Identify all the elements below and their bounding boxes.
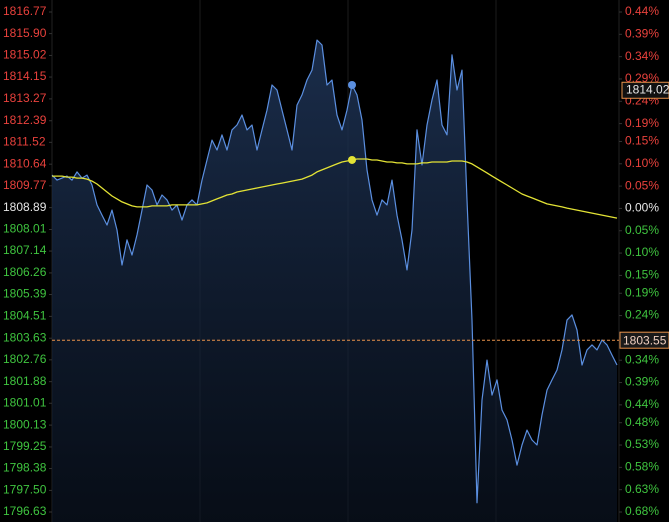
y-tick-label: 1798.38	[3, 461, 47, 475]
price-area	[52, 40, 617, 522]
y2-tick-label: 0.48%	[625, 415, 659, 429]
y-tick-label: 1799.25	[3, 439, 47, 453]
y-tick-label: 1816.77	[3, 4, 47, 18]
y2-tick-label: 0.63%	[625, 482, 659, 496]
crosshair-dot	[348, 80, 356, 89]
y2-tick-label: 0.68%	[625, 504, 659, 518]
y-tick-label: 1805.39	[3, 287, 47, 301]
y-tick-label: 1803.63	[3, 330, 47, 344]
y-tick-label: 1809.77	[3, 178, 47, 192]
y-tick-label: 1801.01	[3, 395, 47, 409]
y-tick-label: 1812.39	[3, 113, 47, 127]
y2-tick-label: 0.53%	[625, 437, 659, 451]
last-price-label: 1803.55	[623, 333, 667, 347]
y-tick-label: 1808.89	[3, 200, 47, 214]
y2-tick-label: 0.10%	[625, 245, 659, 259]
y-tick-label: 1815.90	[3, 26, 47, 40]
y-tick-label: 1810.64	[3, 156, 47, 170]
y-tick-label: 1814.15	[3, 69, 47, 83]
y-tick-label: 1801.88	[3, 374, 47, 388]
y2-tick-label: 0.15%	[625, 134, 659, 148]
y2-tick-label: 0.34%	[625, 49, 659, 63]
y-tick-label: 1800.13	[3, 417, 47, 431]
y2-tick-label: 0.29%	[625, 71, 659, 85]
y2-tick-label: 0.00%	[625, 201, 659, 215]
y-tick-label: 1815.02	[3, 48, 47, 62]
y-tick-label: 1796.63	[3, 504, 47, 518]
y2-tick-label: 0.24%	[625, 308, 659, 322]
crosshair-dot	[348, 155, 356, 164]
y2-tick-label: 0.39%	[625, 375, 659, 389]
y-tick-label: 1807.14	[3, 243, 47, 257]
y2-tick-label: 0.19%	[625, 285, 659, 299]
y-tick-label: 1806.26	[3, 265, 47, 279]
y2-tick-label: 0.05%	[625, 178, 659, 192]
y-tick-label: 1808.01	[3, 222, 47, 236]
y2-tick-label: 0.19%	[625, 116, 659, 130]
y-tick-label: 1811.52	[3, 135, 46, 149]
y2-tick-label: 0.58%	[625, 460, 659, 474]
y2-tick-label: 0.05%	[625, 223, 659, 237]
y2-tick-label: 0.10%	[625, 156, 659, 170]
y2-tick-label: 0.44%	[625, 397, 659, 411]
hover-price-label: 1814.02	[626, 82, 669, 96]
hover-price-tag	[621, 81, 669, 99]
y2-tick-label: 0.15%	[625, 268, 659, 282]
average-line	[52, 158, 618, 219]
y-tick-label: 1802.76	[3, 352, 47, 366]
y-tick-label: 1813.27	[3, 91, 47, 105]
y-tick-label: 1804.51	[3, 309, 47, 323]
y-tick-label: 1797.50	[3, 483, 47, 497]
y2-tick-label: 0.34%	[625, 352, 659, 366]
last-price-tag	[619, 331, 669, 349]
y2-tick-label: 0.44%	[625, 4, 659, 18]
y2-tick-label: 0.39%	[625, 26, 659, 40]
price-line	[51, 39, 618, 504]
